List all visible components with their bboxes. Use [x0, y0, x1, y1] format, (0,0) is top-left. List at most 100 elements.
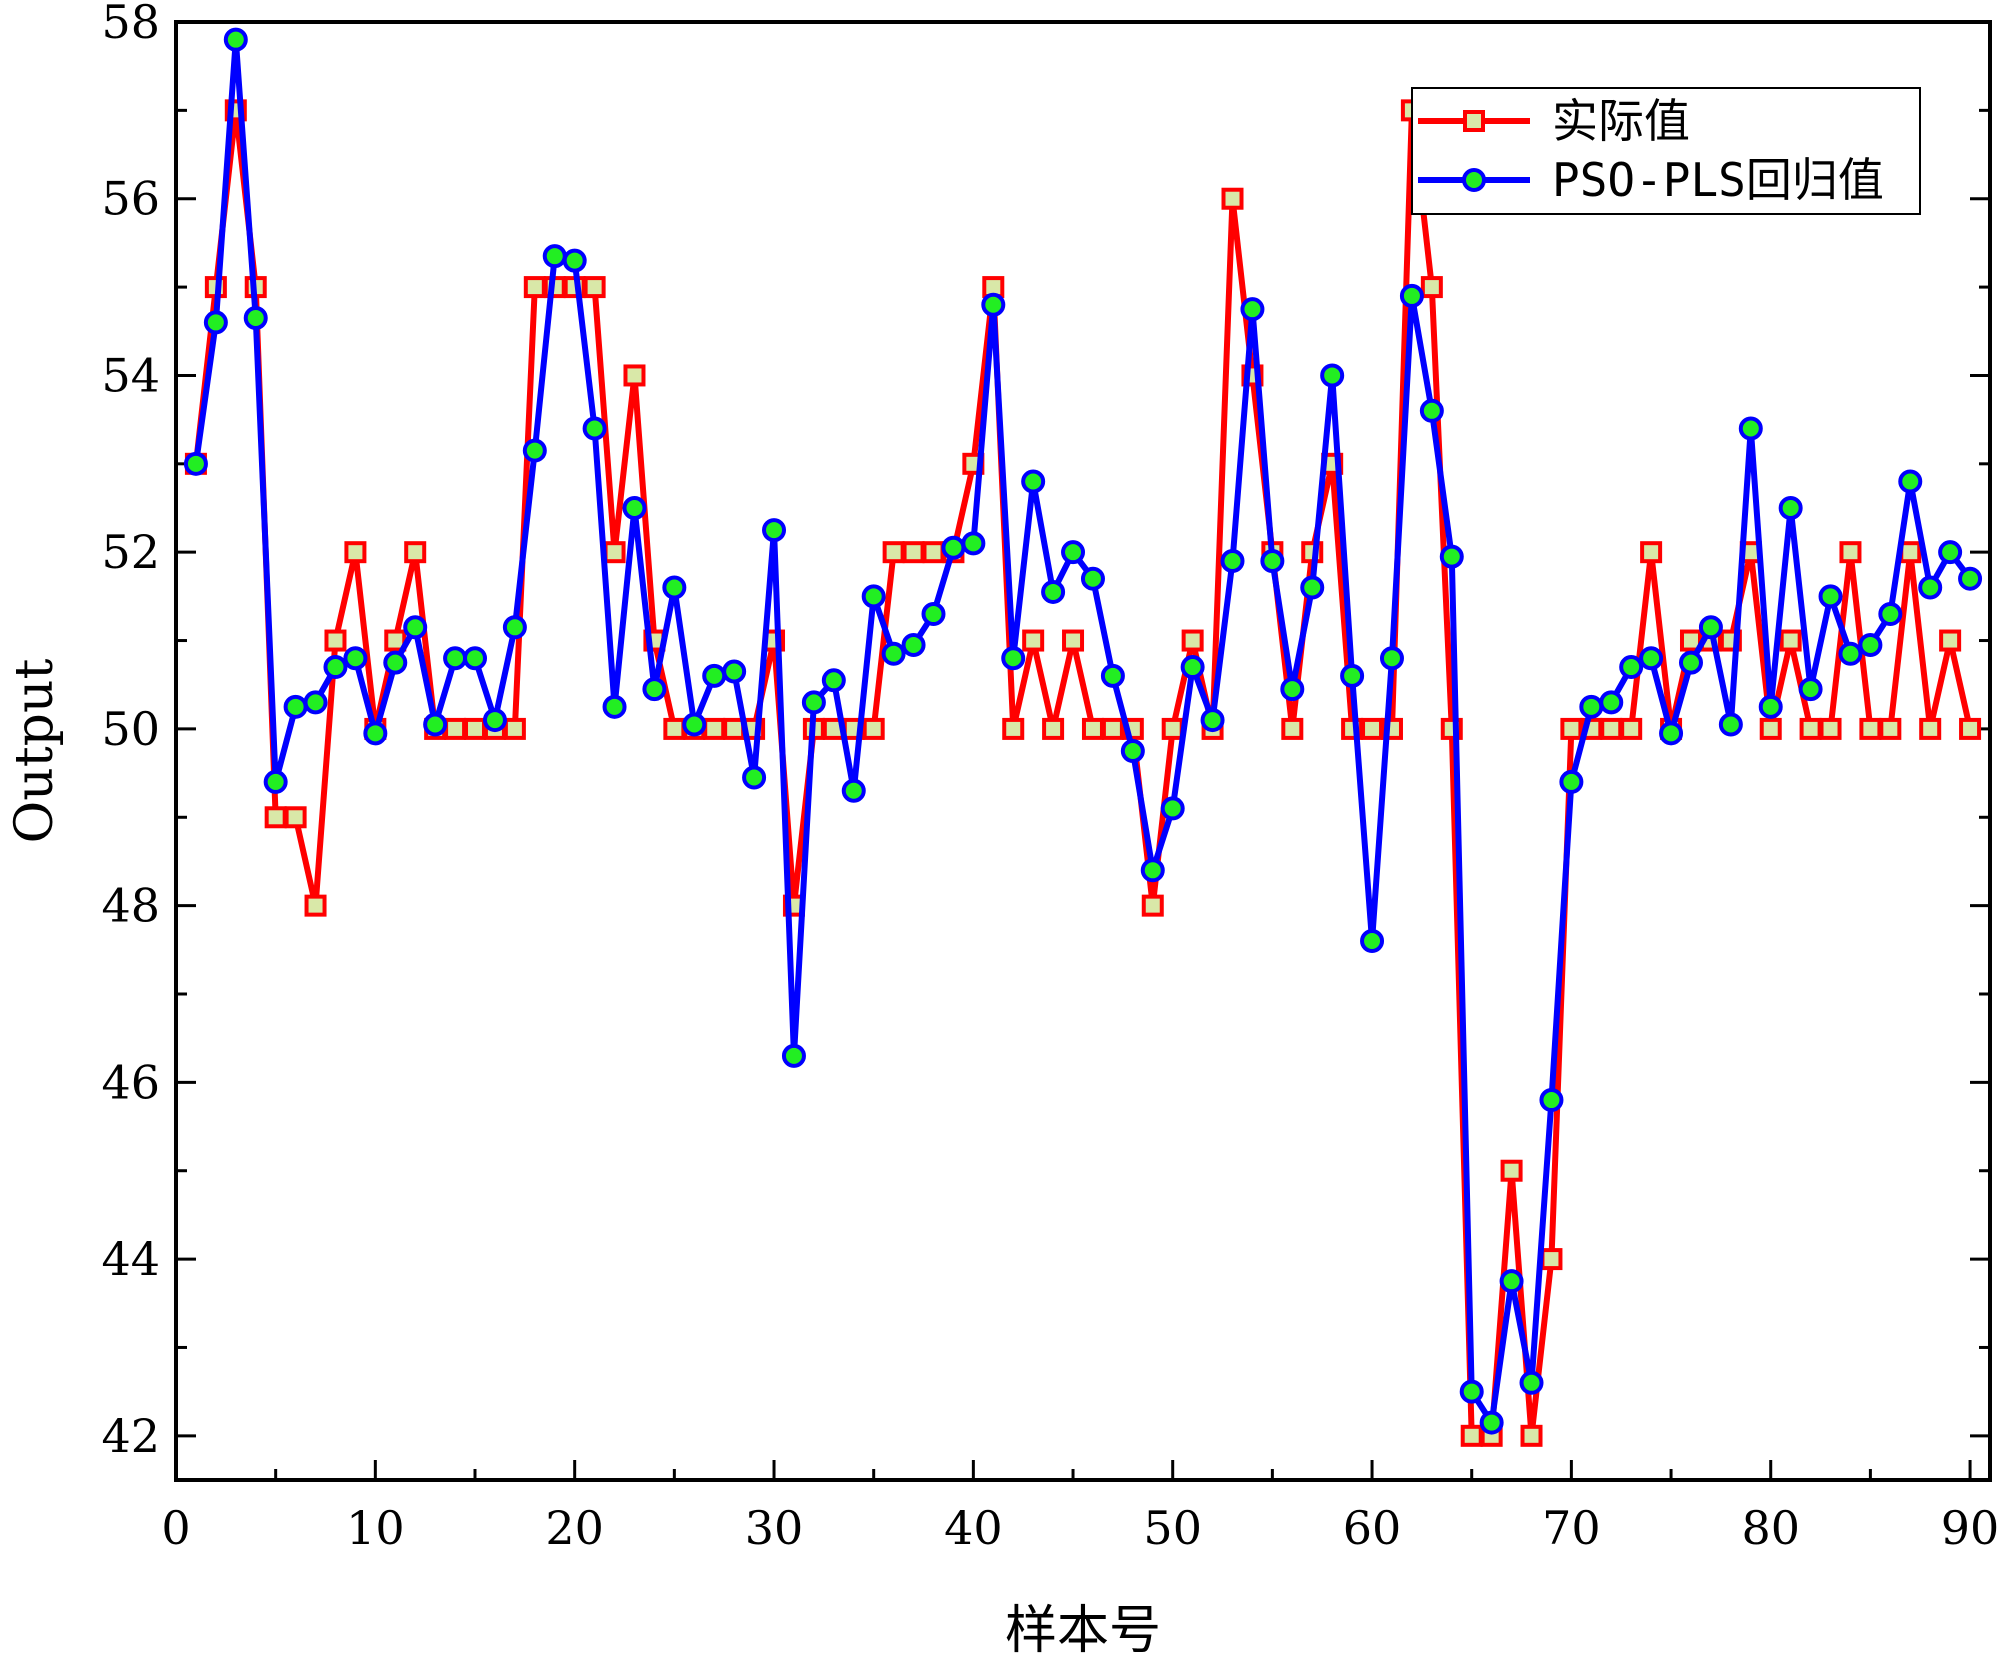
actual-point: [1799, 717, 1822, 740]
actual-point: [1141, 894, 1164, 917]
actual-point: [1161, 717, 1184, 740]
actual-point: [603, 541, 626, 564]
actual-point: [1959, 717, 1982, 740]
predicted-point: [1340, 663, 1365, 688]
predicted-point: [1061, 540, 1086, 565]
actual-point: [1899, 541, 1922, 564]
predicted-point: [1579, 694, 1604, 719]
x-tick-label: 10: [346, 1501, 405, 1555]
actual-point: [862, 717, 885, 740]
actual-point: [1460, 1424, 1483, 1447]
predicted-point: [781, 1043, 806, 1068]
x-tick-label: 0: [161, 1501, 190, 1555]
predicted-point: [1021, 469, 1046, 494]
actual-point: [922, 541, 945, 564]
predicted-point: [1140, 858, 1165, 883]
predicted-point: [1260, 549, 1285, 574]
actual-point: [902, 541, 925, 564]
actual-point: [1062, 629, 1085, 652]
legend-item-actual: 实际值: [1418, 94, 1690, 148]
actual-point: [1181, 629, 1204, 652]
predicted-point: [443, 646, 468, 671]
predicted-point: [722, 659, 747, 684]
predicted-point: [1698, 615, 1723, 640]
series-layer: [183, 27, 1983, 1447]
actual-point: [1022, 629, 1045, 652]
actual-point: [1759, 717, 1782, 740]
predicted-point: [243, 306, 268, 331]
legend-swatch-marker: [1463, 110, 1485, 132]
actual-point: [1540, 1248, 1563, 1271]
predicted-point: [861, 584, 886, 609]
x-tick-label: 30: [745, 1501, 804, 1555]
predicted-point: [821, 668, 846, 693]
predicted-point: [1958, 566, 1983, 591]
actual-point: [503, 717, 526, 740]
actual-point: [304, 894, 327, 917]
legend-swatch-marker: [1462, 168, 1486, 192]
predicted-point: [1041, 579, 1066, 604]
predicted-point: [1539, 1088, 1564, 1113]
predicted-point: [961, 531, 986, 556]
y-tick-label: 42: [101, 1409, 160, 1463]
y-axis-title: Output: [5, 659, 65, 844]
actual-point: [404, 541, 427, 564]
predicted-point: [343, 646, 368, 671]
actual-point: [1221, 187, 1244, 210]
predicted-point: [223, 27, 248, 52]
predicted-point: [303, 690, 328, 715]
actual-point: [703, 717, 726, 740]
predicted-point: [582, 416, 607, 441]
actual-point: [1081, 717, 1104, 740]
predicted-point: [1120, 739, 1145, 763]
legend-label: PSO-PLS回归值: [1552, 153, 1884, 207]
predicted-point: [1379, 646, 1404, 671]
predicted-point: [1559, 769, 1584, 794]
predicted-point: [1639, 646, 1664, 671]
predicted-point: [283, 694, 308, 719]
predicted-point: [522, 438, 547, 463]
actual-point: [1879, 717, 1902, 740]
predicted-point: [323, 655, 348, 680]
legend-box: [1411, 87, 1921, 215]
predicted-point: [1479, 1410, 1504, 1435]
actual-point: [1839, 541, 1862, 564]
predicted-point: [403, 615, 428, 640]
predicted-point: [1778, 496, 1803, 520]
plot-frame: [174, 20, 1992, 1482]
predicted-point: [1300, 575, 1325, 600]
predicted-point: [941, 535, 966, 560]
predicted-point: [1439, 544, 1464, 569]
predicted-point: [1080, 566, 1105, 591]
actual-point: [523, 276, 546, 299]
predicted-point: [1240, 297, 1265, 322]
predicted-point: [1878, 602, 1903, 627]
predicted-point: [1419, 398, 1444, 423]
predicted-point: [1718, 712, 1743, 737]
predicted-point: [562, 248, 587, 273]
legend: 实际值 PSO-PLS回归值: [1411, 87, 1921, 215]
actual-point: [723, 717, 746, 740]
predicted-point: [662, 575, 687, 600]
x-axis-title: 样本号: [1005, 1601, 1161, 1661]
actual-point: [1560, 717, 1583, 740]
predicted-point: [702, 663, 727, 688]
actual-point: [623, 364, 646, 387]
actual-point: [1919, 717, 1942, 740]
actual-point: [344, 541, 367, 564]
tick-labels: 0 10 20 30 40 50 60 70 80 90 42 44 46 48 50 52 54 56 58: [101, 0, 1999, 1555]
actual-point: [1042, 717, 1065, 740]
actual-point: [1520, 1424, 1543, 1447]
actual-point: [882, 541, 905, 564]
predicted-point: [841, 778, 866, 803]
predicted-point: [881, 641, 906, 666]
y-tick-label: 46: [101, 1055, 160, 1109]
predicted-point: [1738, 416, 1763, 441]
legend-label: 实际值: [1552, 94, 1690, 148]
predicted-point: [482, 708, 507, 733]
predicted-point: [203, 310, 228, 335]
predicted-point: [1519, 1370, 1544, 1395]
predicted-point: [1619, 655, 1644, 680]
predicted-point: [1758, 694, 1783, 719]
